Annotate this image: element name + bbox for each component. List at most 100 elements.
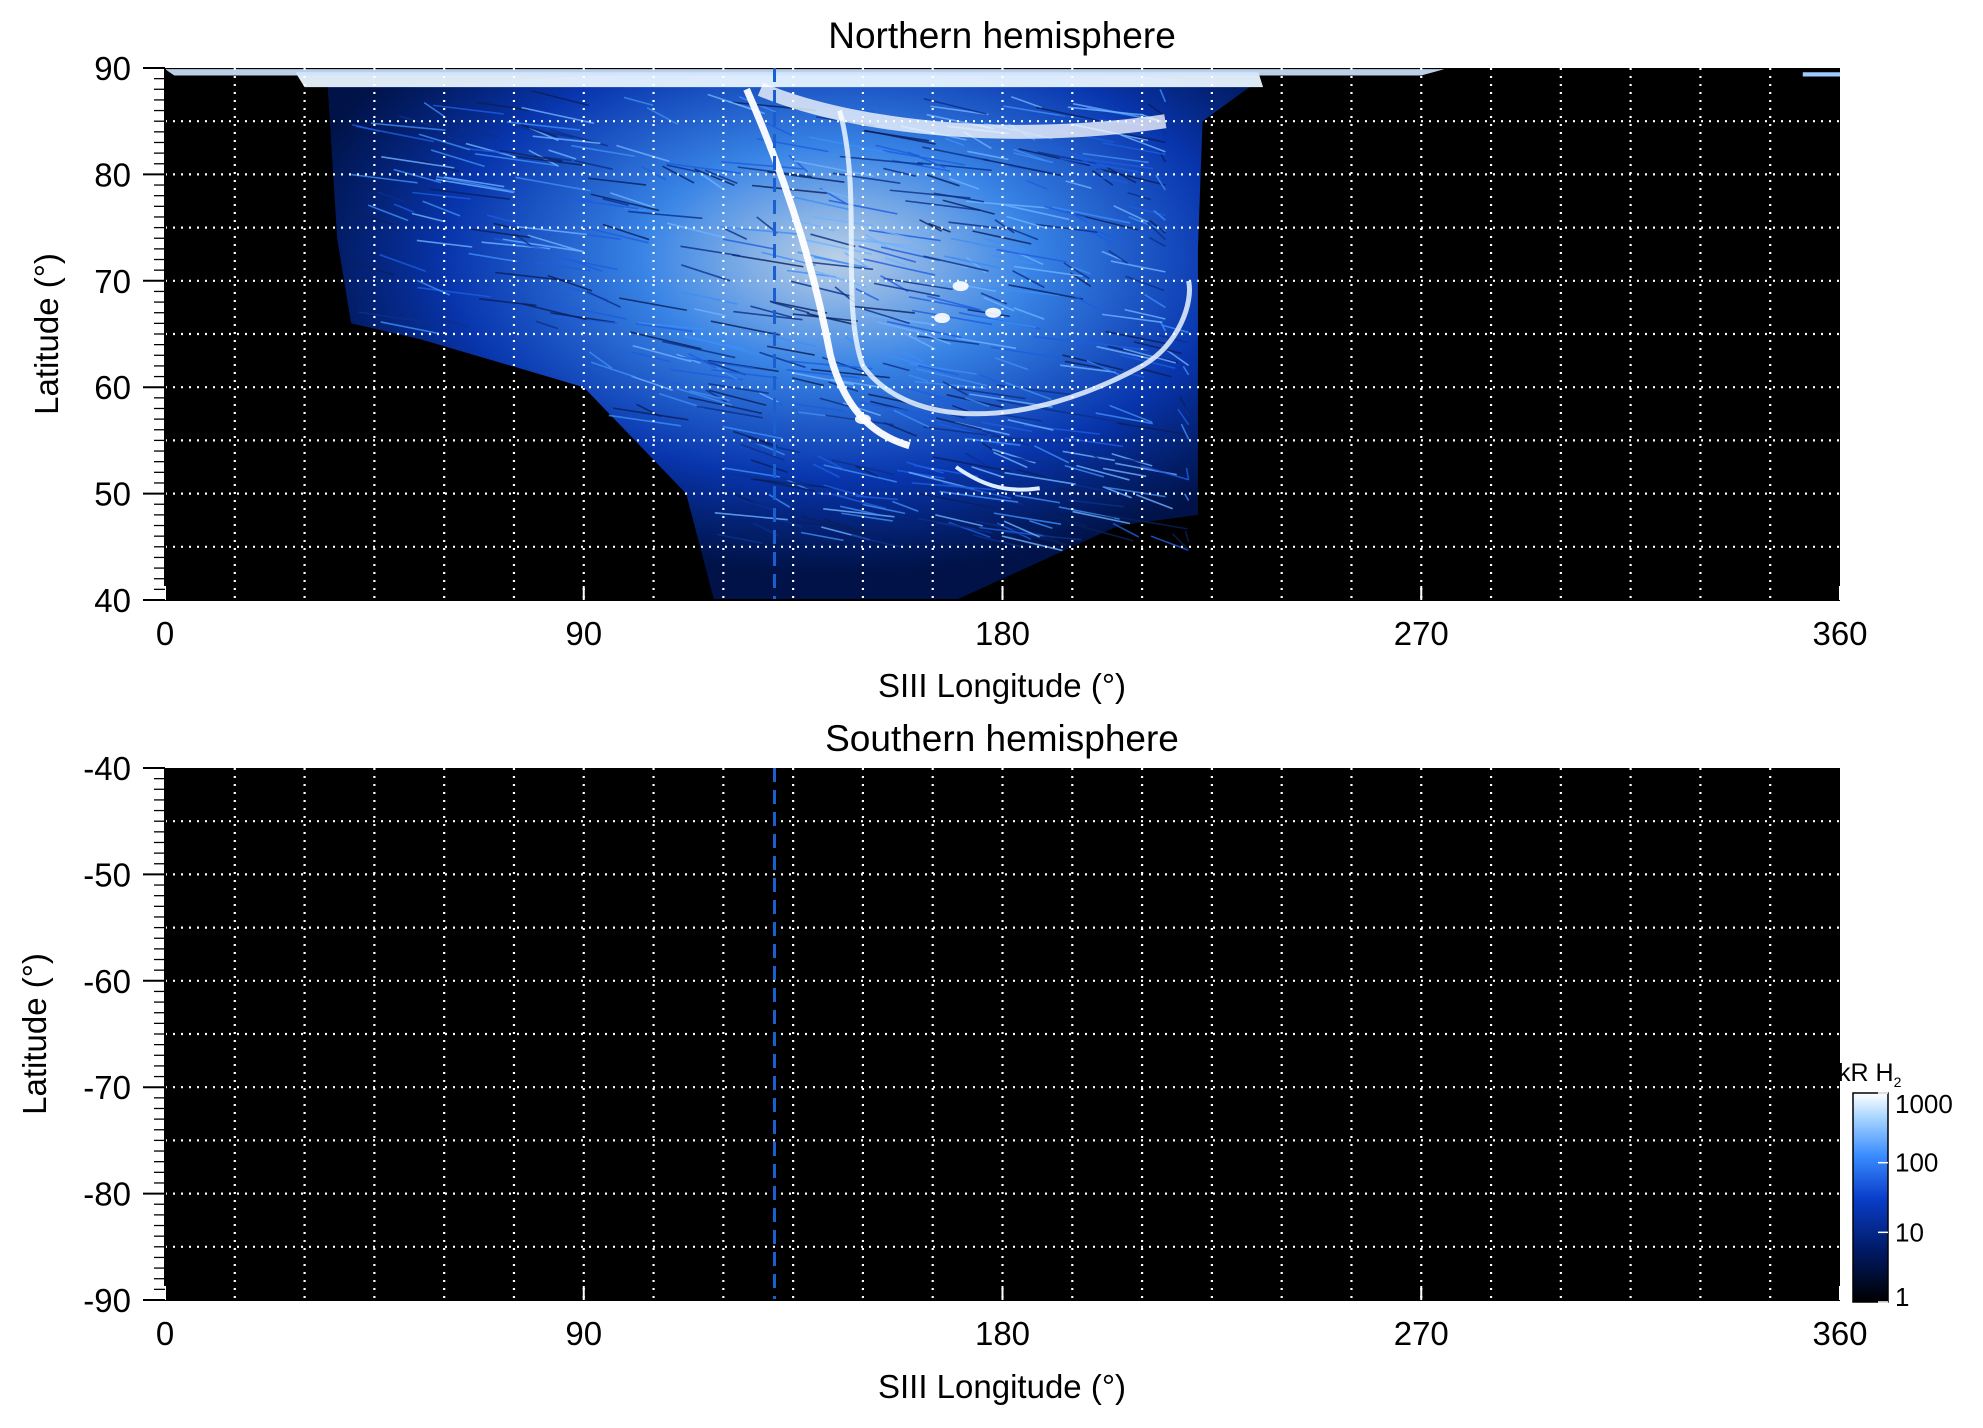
emission-streak (574, 159, 613, 170)
emission-streak (1102, 467, 1147, 478)
emission-streak (588, 351, 613, 369)
emission-streak (568, 198, 639, 210)
emission-streak (1123, 348, 1176, 364)
emission-streak (848, 238, 917, 248)
emission-streak (983, 296, 1015, 312)
emission-streak (1003, 520, 1040, 538)
emission-streak (666, 222, 726, 239)
south-x-axis-label: SIII Longitude (°) (878, 1368, 1126, 1405)
emission-streak (1159, 321, 1167, 332)
emission-streak (819, 397, 852, 408)
emission-streak (1013, 148, 1046, 162)
bright-spot (934, 313, 951, 324)
emission-streak (905, 200, 981, 212)
emission-streak (723, 467, 781, 478)
emission-streak (766, 345, 815, 356)
emission-streak (979, 286, 1060, 297)
emission-streak (1108, 250, 1128, 264)
emission-streak (1001, 535, 1063, 552)
emission-streak (1075, 524, 1134, 542)
emission-streak (912, 329, 951, 345)
emission-streak (1153, 209, 1166, 221)
emission-streak (774, 484, 857, 498)
emission-streak (893, 409, 930, 428)
panel-south-title: Southern hemisphere (825, 718, 1179, 759)
emission-streak (1011, 456, 1058, 466)
emission-streak (1007, 419, 1054, 431)
emission-streak (754, 478, 816, 492)
emission-streak (416, 239, 473, 248)
emission-streak (943, 255, 998, 269)
emission-streak (435, 178, 515, 194)
colorbar-label: kR H2 (1838, 1059, 1902, 1090)
emission-streak (996, 248, 1067, 263)
emission-streak (823, 464, 897, 483)
emission-streak (1072, 510, 1131, 525)
emission-streak (1076, 157, 1154, 170)
emission-streak (1077, 444, 1102, 462)
y-tick-label: -80 (83, 1176, 131, 1213)
emission-streak (430, 149, 485, 168)
emission-streak (527, 234, 584, 253)
emission-streak (994, 219, 1015, 234)
emission-streak (1177, 408, 1190, 426)
emission-streak (851, 305, 915, 314)
emission-streak (918, 517, 976, 530)
emission-streak (1184, 406, 1190, 417)
emission-streak (875, 227, 932, 246)
emission-streak (800, 531, 844, 542)
emission-streak (676, 387, 732, 406)
emission-streak (863, 258, 936, 276)
emission-streak (432, 104, 504, 115)
emission-streak (915, 492, 996, 509)
emission-streak (942, 199, 995, 215)
emission-streak (1067, 106, 1144, 116)
emission-streak (911, 482, 995, 491)
emission-streak (859, 401, 940, 417)
emission-streak (588, 177, 647, 186)
emission-streak (680, 264, 731, 282)
emission-streak (903, 332, 936, 350)
emission-streak (355, 125, 435, 143)
emission-streak (534, 261, 591, 272)
emission-streak (1059, 157, 1139, 173)
emission-streak (993, 451, 1028, 469)
emission-streak (758, 393, 783, 407)
emission-streak (551, 315, 618, 325)
emission-streak (1124, 308, 1166, 320)
emission-streak (583, 226, 649, 244)
emission-streak (923, 255, 989, 272)
emission-streak (792, 377, 825, 387)
emission-streak (631, 375, 673, 391)
emission-streak (493, 237, 554, 252)
emission-streak (1035, 223, 1098, 233)
emission-envelope (327, 73, 1254, 600)
emission-streak (750, 459, 788, 474)
emission-streak (1067, 499, 1124, 508)
emission-streak (535, 320, 559, 330)
colorbar-tick-label: 10 (1895, 1217, 1924, 1247)
emission-streak (1121, 132, 1166, 144)
emission-streak (1005, 381, 1052, 401)
emission-streak (759, 351, 806, 369)
emission-streak (768, 493, 791, 508)
emission-streak (694, 308, 726, 317)
emission-streak (1185, 467, 1190, 481)
emission-streak (981, 421, 1032, 433)
emission-streak (532, 135, 601, 145)
emission-streak (839, 155, 924, 166)
emission-streak (689, 390, 730, 402)
emission-streak (1010, 95, 1043, 109)
emission-streak (915, 483, 941, 502)
x-tick-label: 0 (156, 1315, 174, 1352)
emission-streak (771, 301, 810, 314)
bright-spot (952, 281, 969, 292)
emission-streak (1005, 204, 1070, 221)
panel-north-title: Northern hemisphere (828, 15, 1176, 56)
emission-streak (358, 311, 429, 324)
emission-streak (965, 452, 992, 469)
polar-band-thin (165, 69, 1445, 76)
emission-streak (723, 227, 748, 240)
emission-streak (1113, 205, 1149, 223)
emission-streak (980, 292, 1008, 305)
